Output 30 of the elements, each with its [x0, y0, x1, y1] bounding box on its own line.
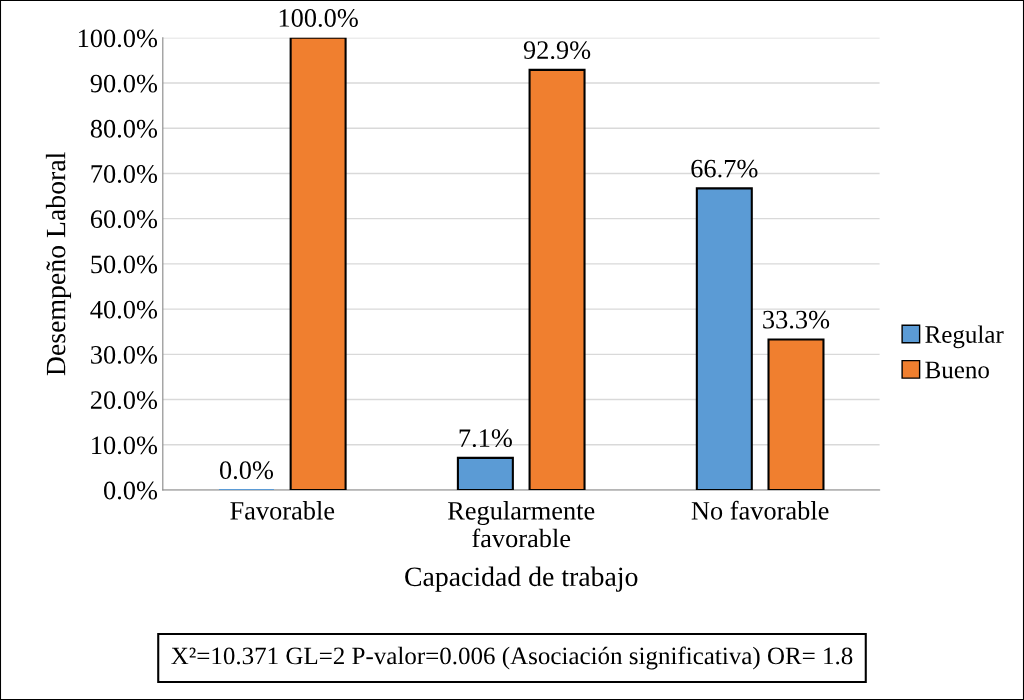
x-tick-label: Favorable [230, 501, 335, 520]
bar [289, 37, 347, 490]
data-label: 100.0% [279, 9, 358, 27]
data-label: 33.3% [763, 310, 830, 329]
bar [767, 338, 825, 490]
y-axis-title: Desempeño Laboral [45, 152, 72, 376]
y-tick-label: 20.0% [90, 391, 158, 410]
y-tick-label: 90.0% [90, 74, 158, 93]
y-tick-label: 100.0% [78, 29, 158, 48]
y-tick-label: 60.0% [90, 210, 158, 229]
x-tick-label: No favorable [691, 500, 829, 520]
data-label: 66.7% [691, 159, 758, 178]
legend-label: Bueno [925, 361, 989, 379]
data-label: 7.1% [459, 429, 512, 448]
x-tick-label: Regularmente favorable [447, 501, 595, 548]
data-label: 92.9% [523, 41, 591, 60]
y-tick-label: 50.0% [91, 255, 158, 274]
legend-label: Regular [925, 325, 1004, 349]
y-tick-label: 70.0% [91, 165, 158, 183]
bar [528, 68, 586, 490]
y-tick-label: 40.0% [90, 300, 158, 319]
text: X²=10.371 GL=2 P-valor=0.006 (Asociación significativa) OR= 1.8 [171, 646, 853, 670]
y-tick-label: 0.0% [103, 481, 158, 500]
y-tick-label: 80.0% [90, 119, 158, 138]
x-axis-title: Capacidad de trabajo [405, 566, 638, 592]
y-tick-label: 30.0% [91, 345, 158, 364]
data-label: 0.0% [219, 461, 274, 480]
bar [456, 456, 514, 490]
y-tick-label: 10.0% [92, 436, 158, 455]
bar [695, 187, 753, 490]
